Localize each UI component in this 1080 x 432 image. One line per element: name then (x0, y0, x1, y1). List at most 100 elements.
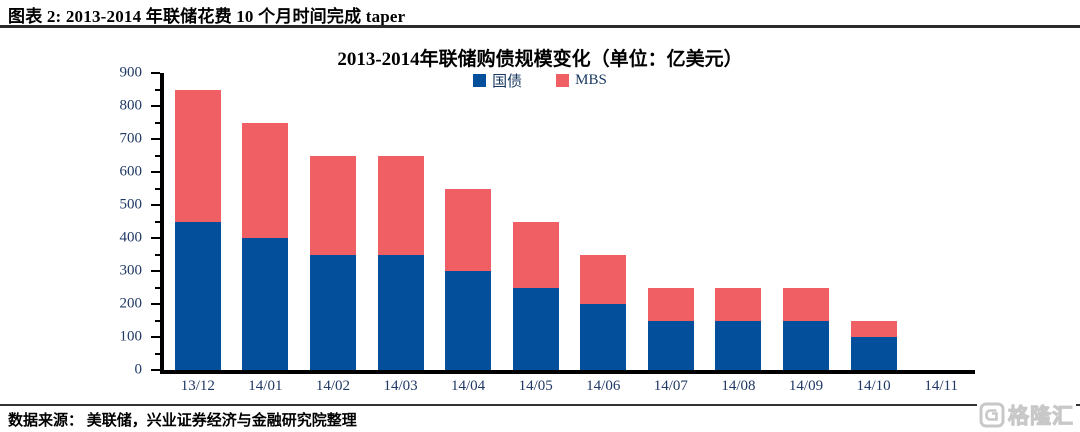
x-tick-label: 14/07 (653, 378, 688, 394)
x-tick-label: 14/02 (315, 378, 351, 394)
y-tick-mark (155, 187, 160, 190)
gelonghui-watermark: 格隆汇 (977, 399, 1076, 431)
treasury-legend-swatch-icon (473, 74, 487, 87)
y-tick-label: 200 (119, 295, 143, 312)
x-tick-label: 14/09 (788, 378, 824, 394)
bar-slot (434, 73, 502, 370)
bar-segment-MBS (242, 122, 289, 239)
bar-slot (232, 73, 300, 370)
x-tick-label: 14/08 (721, 378, 756, 394)
bar-segment-MBS (377, 155, 424, 255)
bar-segment-国债 (647, 320, 694, 370)
bar-segment-MBS (445, 188, 492, 271)
x-axis-line (160, 370, 975, 374)
y-tick-mark (151, 105, 160, 108)
x-tick-label: 14/05 (518, 378, 553, 394)
y-tick-label: 100 (119, 328, 143, 345)
bar-segment-国债 (242, 238, 289, 370)
x-tick-label: 14/10 (856, 378, 891, 394)
bar-slot (637, 73, 705, 370)
bar-slot (840, 73, 908, 370)
bar-stack (647, 73, 694, 370)
chart-title: 2013-2014年联储购债规模变化（单位：亿美元） (337, 49, 743, 70)
y-tick-mark (151, 336, 160, 339)
bar-segment-国债 (174, 221, 221, 370)
bar-stack (715, 73, 762, 370)
bar-stack (309, 73, 356, 370)
data-source-note: 数据来源： 美联储，兴业证券经济与金融研究院整理 (8, 413, 357, 429)
bar-segment-国债 (782, 320, 829, 370)
x-tick-label: 14/06 (586, 378, 621, 394)
bar-slot (367, 73, 435, 370)
bar-slot (907, 73, 975, 370)
bar-segment-国债 (850, 337, 897, 370)
y-tick-label: 900 (119, 64, 143, 81)
bar-stack (174, 73, 221, 370)
bar-segment-国债 (309, 254, 356, 370)
chart-legend: 国债 MBS (0, 70, 1080, 91)
y-tick-mark (151, 237, 160, 240)
bar-segment-国债 (377, 254, 424, 370)
y-tick-mark (155, 154, 160, 157)
y-axis-ticks (151, 72, 160, 371)
y-tick-mark (155, 88, 160, 91)
bars (164, 73, 975, 370)
y-tick-mark (151, 171, 160, 174)
legend-item-mbs: MBS (556, 72, 607, 89)
x-tick-label: 14/01 (248, 378, 283, 394)
bar-segment-国债 (715, 320, 762, 370)
y-tick-mark (155, 121, 160, 124)
footer-divider (0, 404, 1080, 406)
y-tick-mark (151, 72, 160, 74)
y-axis-line (160, 73, 164, 374)
bar-stack (918, 73, 964, 370)
gelonghui-logo-text: 格隆汇 (1008, 405, 1074, 429)
x-axis-labels: 13/12 14/01 14/02 14/03 14/04 14/05 14/06 14/07… (164, 378, 975, 395)
bar-stack (512, 73, 559, 370)
y-tick-label: 0 (134, 361, 143, 378)
bar-stack (580, 73, 627, 370)
y-tick-mark (155, 253, 160, 256)
bar-slot (502, 73, 570, 370)
y-tick-label: 700 (119, 130, 143, 147)
y-tick-mark (151, 270, 160, 273)
y-tick-mark (155, 352, 160, 355)
y-tick-mark (155, 220, 160, 223)
legend-item-treasury: 国债 (473, 70, 522, 91)
y-tick-label: 600 (119, 163, 143, 180)
y-axis-labels: 0 100 200 300 400 500 600 700 800 900 (100, 65, 148, 378)
y-tick-mark (151, 303, 160, 306)
bar-segment-MBS (309, 155, 356, 255)
y-tick-mark (151, 204, 160, 206)
figure-header-title: 图表 2: 2013-2014 年联储花费 10 个月时间完成 taper (8, 7, 406, 26)
y-tick-mark (151, 369, 160, 371)
bar-stack (445, 73, 492, 370)
header-divider (0, 25, 1080, 28)
y-tick-label: 400 (119, 229, 143, 246)
y-tick-label: 800 (119, 97, 143, 114)
bar-segment-MBS (850, 320, 897, 338)
bar-segment-MBS (647, 287, 694, 321)
y-tick-mark (151, 138, 160, 140)
mbs-legend-swatch-icon (556, 74, 570, 87)
bar-segment-MBS (580, 254, 627, 305)
gelonghui-g-icon (979, 402, 1005, 428)
bar-stack (850, 73, 897, 370)
bar-stack (242, 73, 289, 370)
bar-stack (377, 73, 424, 370)
legend-label: 国债 (492, 74, 523, 90)
bar-stack (782, 73, 829, 370)
bar-segment-MBS (512, 221, 559, 288)
bar-segment-国债 (512, 287, 559, 370)
y-tick-label: 500 (119, 196, 143, 213)
y-tick-label: 300 (119, 262, 143, 279)
bar-segment-国债 (580, 304, 627, 370)
bar-slot (772, 73, 840, 370)
bar-slot (164, 73, 232, 370)
y-tick-mark (155, 286, 160, 289)
x-tick-label: 13/12 (180, 378, 215, 394)
bar-slot (299, 73, 367, 370)
bar-segment-国债 (445, 271, 492, 370)
y-tick-mark (155, 319, 160, 322)
